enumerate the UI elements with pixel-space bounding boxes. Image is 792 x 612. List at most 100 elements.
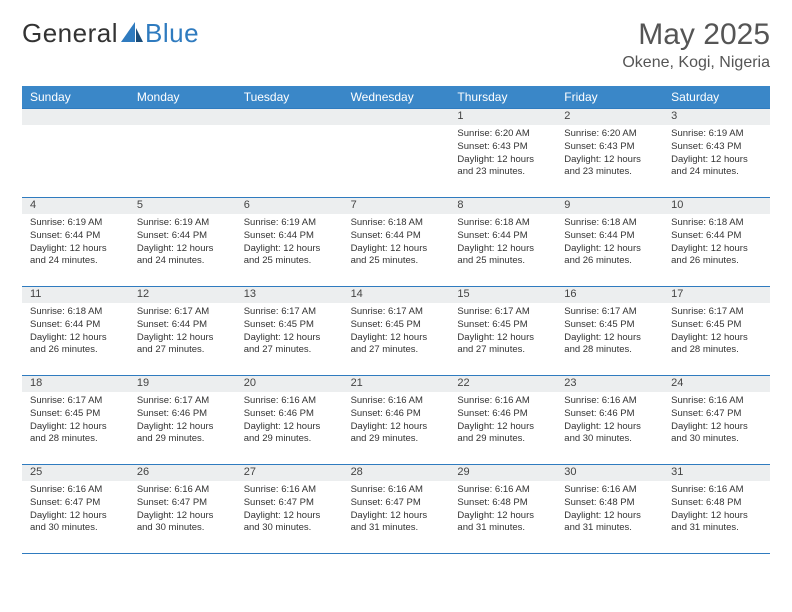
day-cell: 9Sunrise: 6:18 AMSunset: 6:44 PMDaylight… <box>556 198 663 286</box>
week-row: 25Sunrise: 6:16 AMSunset: 6:47 PMDayligh… <box>22 464 770 554</box>
day-details: Sunrise: 6:16 AMSunset: 6:47 PMDaylight:… <box>236 481 343 541</box>
day-number: 5 <box>129 198 236 212</box>
daynum-row <box>236 109 343 125</box>
sunrise-text: Sunrise: 6:20 AM <box>564 128 655 141</box>
day-details: Sunrise: 6:16 AMSunset: 6:47 PMDaylight:… <box>663 392 770 452</box>
sunset-text: Sunset: 6:45 PM <box>351 319 442 332</box>
day-number: 13 <box>236 287 343 301</box>
daynum-row: 14 <box>343 287 450 303</box>
day-details: Sunrise: 6:17 AMSunset: 6:45 PMDaylight:… <box>343 303 450 363</box>
day-number: 27 <box>236 465 343 479</box>
daylight-text: Daylight: 12 hours and 25 minutes. <box>351 243 442 269</box>
day-number <box>343 109 450 111</box>
daynum-row <box>129 109 236 125</box>
sunset-text: Sunset: 6:48 PM <box>564 497 655 510</box>
daynum-row: 27 <box>236 465 343 481</box>
logo: General Blue <box>22 18 199 49</box>
location-label: Okene, Kogi, Nigeria <box>622 54 770 72</box>
daylight-text: Daylight: 12 hours and 24 minutes. <box>671 154 762 180</box>
day-header: Sunday <box>22 86 129 108</box>
sunrise-text: Sunrise: 6:16 AM <box>457 484 548 497</box>
sunset-text: Sunset: 6:45 PM <box>671 319 762 332</box>
sunrise-text: Sunrise: 6:16 AM <box>457 395 548 408</box>
day-cell <box>343 109 450 197</box>
day-details: Sunrise: 6:17 AMSunset: 6:45 PMDaylight:… <box>449 303 556 363</box>
daynum-row: 8 <box>449 198 556 214</box>
sunrise-text: Sunrise: 6:17 AM <box>137 395 228 408</box>
daynum-row: 12 <box>129 287 236 303</box>
daylight-text: Daylight: 12 hours and 24 minutes. <box>137 243 228 269</box>
day-details: Sunrise: 6:16 AMSunset: 6:47 PMDaylight:… <box>129 481 236 541</box>
day-number: 19 <box>129 376 236 390</box>
sunset-text: Sunset: 6:43 PM <box>564 141 655 154</box>
day-number: 4 <box>22 198 129 212</box>
day-number: 3 <box>663 109 770 123</box>
day-details: Sunrise: 6:16 AMSunset: 6:46 PMDaylight:… <box>343 392 450 452</box>
daynum-row: 22 <box>449 376 556 392</box>
logo-text-2: Blue <box>145 18 199 49</box>
sunset-text: Sunset: 6:44 PM <box>244 230 335 243</box>
day-number: 29 <box>449 465 556 479</box>
sunset-text: Sunset: 6:46 PM <box>564 408 655 421</box>
daylight-text: Daylight: 12 hours and 29 minutes. <box>244 421 335 447</box>
day-details: Sunrise: 6:18 AMSunset: 6:44 PMDaylight:… <box>449 214 556 274</box>
sunset-text: Sunset: 6:45 PM <box>564 319 655 332</box>
day-cell <box>22 109 129 197</box>
sunset-text: Sunset: 6:43 PM <box>457 141 548 154</box>
sunset-text: Sunset: 6:44 PM <box>137 230 228 243</box>
day-number: 23 <box>556 376 663 390</box>
day-number: 26 <box>129 465 236 479</box>
day-number: 31 <box>663 465 770 479</box>
day-number: 7 <box>343 198 450 212</box>
daynum-row: 29 <box>449 465 556 481</box>
daylight-text: Daylight: 12 hours and 23 minutes. <box>457 154 548 180</box>
day-cell: 7 Sunrise: 6:18 AMSunset: 6:44 PMDaylight… <box>343 198 450 286</box>
sunrise-text: Sunrise: 6:20 AM <box>457 128 548 141</box>
daylight-text: Daylight: 12 hours and 27 minutes. <box>457 332 548 358</box>
day-cell: 4Sunrise: 6:19 AMSunset: 6:44 PMDaylight… <box>22 198 129 286</box>
daylight-text: Daylight: 12 hours and 26 minutes. <box>30 332 121 358</box>
daynum-row: 5 <box>129 198 236 214</box>
daylight-text: Daylight: 12 hours and 23 minutes. <box>564 154 655 180</box>
sunset-text: Sunset: 6:48 PM <box>457 497 548 510</box>
sunrise-text: Sunrise: 6:18 AM <box>351 217 442 230</box>
day-header: Thursday <box>449 86 556 108</box>
daylight-text: Daylight: 12 hours and 29 minutes. <box>351 421 442 447</box>
day-number: 11 <box>22 287 129 301</box>
sunrise-text: Sunrise: 6:16 AM <box>244 395 335 408</box>
sunrise-text: Sunrise: 6:16 AM <box>671 484 762 497</box>
sunrise-text: Sunrise: 6:17 AM <box>564 306 655 319</box>
calendar: Sunday Monday Tuesday Wednesday Thursday… <box>22 86 770 554</box>
day-details: Sunrise: 6:16 AMSunset: 6:48 PMDaylight:… <box>663 481 770 541</box>
day-cell: 18Sunrise: 6:17 AMSunset: 6:45 PMDayligh… <box>22 376 129 464</box>
sunset-text: Sunset: 6:46 PM <box>137 408 228 421</box>
daynum-row: 15 <box>449 287 556 303</box>
daynum-row: 25 <box>22 465 129 481</box>
daylight-text: Daylight: 12 hours and 29 minutes. <box>457 421 548 447</box>
daynum-row: 28 <box>343 465 450 481</box>
daylight-text: Daylight: 12 hours and 29 minutes. <box>137 421 228 447</box>
day-cell: 28Sunrise: 6:16 AMSunset: 6:47 PMDayligh… <box>343 465 450 553</box>
day-details <box>129 125 236 134</box>
day-cell: 22Sunrise: 6:16 AMSunset: 6:46 PMDayligh… <box>449 376 556 464</box>
day-number <box>236 109 343 111</box>
day-number: 24 <box>663 376 770 390</box>
sunrise-text: Sunrise: 6:17 AM <box>30 395 121 408</box>
daylight-text: Daylight: 12 hours and 28 minutes. <box>30 421 121 447</box>
day-number: 25 <box>22 465 129 479</box>
page-header: General Blue May 2025 Okene, Kogi, Niger… <box>22 18 770 72</box>
sunset-text: Sunset: 6:43 PM <box>671 141 762 154</box>
day-number: 21 <box>343 376 450 390</box>
day-cell: 23Sunrise: 6:16 AMSunset: 6:46 PMDayligh… <box>556 376 663 464</box>
daynum-row: 30 <box>556 465 663 481</box>
daynum-row: 7 <box>343 198 450 214</box>
daylight-text: Daylight: 12 hours and 31 minutes. <box>351 510 442 536</box>
day-details: Sunrise: 6:17 AMSunset: 6:45 PMDaylight:… <box>556 303 663 363</box>
day-details: Sunrise: 6:16 AMSunset: 6:48 PMDaylight:… <box>449 481 556 541</box>
daynum-row <box>22 109 129 125</box>
day-cell: 27 Sunrise: 6:16 AMSunset: 6:47 PMDayligh… <box>236 465 343 553</box>
daynum-row: 1 <box>449 109 556 125</box>
day-cell: 31 Sunrise: 6:16 AMSunset: 6:48 PMDayligh… <box>663 465 770 553</box>
week-row: 11Sunrise: 6:18 AMSunset: 6:44 PMDayligh… <box>22 286 770 375</box>
day-details: Sunrise: 6:18 AMSunset: 6:44 PMDaylight:… <box>343 214 450 274</box>
